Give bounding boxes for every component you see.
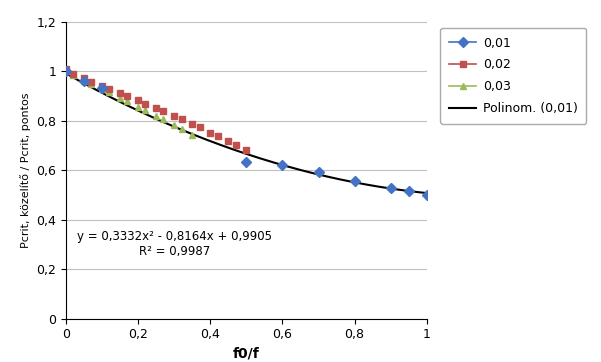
Y-axis label: Pcrit, közelítő / Pcrit, pontos: Pcrit, közelítő / Pcrit, pontos (20, 92, 31, 248)
Legend: 0,01, 0,02, 0,03, Polinom. (0,01): 0,01, 0,02, 0,03, Polinom. (0,01) (440, 28, 587, 124)
X-axis label: f0/f: f0/f (233, 347, 260, 361)
Text: y = 0,3332x² - 0,8164x + 0,9905
R² = 0,9987: y = 0,3332x² - 0,8164x + 0,9905 R² = 0,9… (77, 230, 272, 258)
